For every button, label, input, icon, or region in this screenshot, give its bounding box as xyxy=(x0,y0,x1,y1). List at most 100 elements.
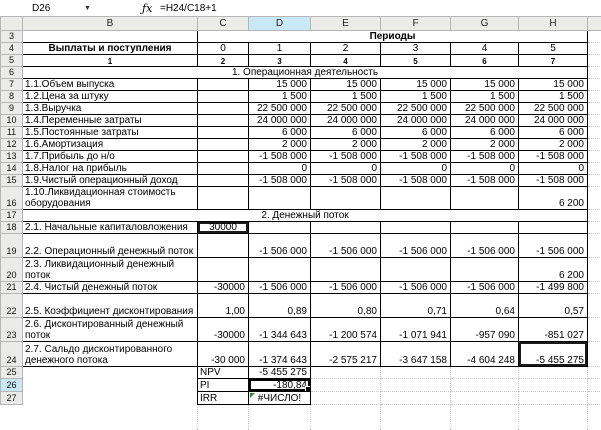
cell-G13[interactable]: -1 508 000 xyxy=(450,150,519,163)
cell-beyond-8[interactable] xyxy=(587,90,601,103)
cell-G5[interactable]: 6 xyxy=(450,54,519,67)
filler-G[interactable] xyxy=(450,404,519,430)
cell-E24[interactable]: -2 575 217 xyxy=(310,341,381,367)
cell-H18[interactable] xyxy=(518,221,588,234)
cell-B5[interactable]: 1 xyxy=(22,54,198,67)
cell-F5[interactable]: 5 xyxy=(380,54,451,67)
row-header-11[interactable]: 11 xyxy=(0,126,23,139)
cell-beyond-4[interactable] xyxy=(587,42,601,55)
merged-cell-B17-H17[interactable]: 2. Денежный поток xyxy=(22,209,588,222)
cell-C5[interactable]: 2 xyxy=(197,54,249,67)
cell-H23[interactable]: -851 027 xyxy=(518,317,588,342)
cell-C12[interactable] xyxy=(197,138,249,151)
cell-B9[interactable]: 1.3.Выручка xyxy=(22,102,198,115)
cell-E4[interactable]: 2 xyxy=(310,42,381,55)
cell-F23[interactable]: -1 071 941 xyxy=(380,317,451,342)
cell-H15[interactable]: -1 508 000 xyxy=(518,174,588,187)
cell-B15[interactable]: 1.9.Чистый операционный доход xyxy=(22,174,198,187)
cell-C18[interactable]: 30000 xyxy=(197,221,249,234)
cell-G7[interactable]: 15 000 xyxy=(450,78,519,91)
row-header-5[interactable]: 5 xyxy=(0,54,23,67)
cell-F19[interactable]: -1 506 000 xyxy=(380,233,451,258)
cell-F20[interactable] xyxy=(380,257,451,282)
cell-beyond-15[interactable] xyxy=(587,174,601,187)
cell-F8[interactable]: 1 500 xyxy=(380,90,451,103)
cell-F27[interactable] xyxy=(380,391,451,405)
cell-C20[interactable] xyxy=(197,257,249,282)
cell-beyond-6[interactable] xyxy=(587,66,601,79)
cell-E20[interactable] xyxy=(310,257,381,282)
cell-E5[interactable]: 4 xyxy=(310,54,381,67)
filler-beyond[interactable] xyxy=(587,404,601,430)
cell-D18[interactable] xyxy=(248,221,311,234)
cell-G10[interactable]: 24 000 000 xyxy=(450,114,519,127)
cell-B16[interactable]: 1.10.Ликвидационная стоимость оборудован… xyxy=(22,186,198,210)
cell-D7[interactable]: 15 000 xyxy=(248,78,311,91)
cell-E7[interactable]: 15 000 xyxy=(310,78,381,91)
cell-D5[interactable]: 3 xyxy=(248,54,311,67)
cell-B20[interactable]: 2.3. Ликвидационный денежный поток xyxy=(22,257,198,282)
filler-H[interactable] xyxy=(518,404,588,430)
column-header-E[interactable]: E xyxy=(310,16,381,31)
cell-D22[interactable]: 0,89 xyxy=(248,293,311,318)
cell-beyond-12[interactable] xyxy=(587,138,601,151)
cell-F18[interactable] xyxy=(380,221,451,234)
cell-B12[interactable]: 1.6.Амортизация xyxy=(22,138,198,151)
row-header-6[interactable]: 6 xyxy=(0,66,23,79)
cell-E14[interactable]: 0 xyxy=(310,162,381,175)
row-header-9[interactable]: 9 xyxy=(0,102,23,115)
cell-E15[interactable]: -1 508 000 xyxy=(310,174,381,187)
cell-H19[interactable]: -1 506 000 xyxy=(518,233,588,258)
row-header-4[interactable]: 4 xyxy=(0,42,23,55)
cell-C25[interactable]: NPV xyxy=(197,366,249,379)
merged-cell-C3-H3[interactable]: Периоды xyxy=(197,30,588,43)
cell-B24[interactable]: 2.7. Сальдо дисконтированного денежного … xyxy=(22,341,198,367)
cell-beyond-27[interactable] xyxy=(587,391,601,405)
cell-beyond-20[interactable] xyxy=(587,257,601,282)
cell-H24[interactable]: -5 455 275 xyxy=(518,341,588,367)
row-header-15[interactable]: 15 xyxy=(0,174,23,187)
cell-beyond-3[interactable] xyxy=(587,30,601,43)
cell-H11[interactable]: 6 000 xyxy=(518,126,588,139)
row-header-10[interactable]: 10 xyxy=(0,114,23,127)
insert-function-icon[interactable]: ƒx xyxy=(142,1,153,15)
cell-C27[interactable]: IRR xyxy=(197,391,249,405)
cell-F10[interactable]: 24 000 000 xyxy=(380,114,451,127)
cell-E11[interactable]: 6 000 xyxy=(310,126,381,139)
cell-H5[interactable]: 7 xyxy=(518,54,588,67)
cell-D23[interactable]: -1 344 643 xyxy=(248,317,311,342)
cell-F24[interactable]: -3 647 158 xyxy=(380,341,451,367)
cell-F26[interactable] xyxy=(380,378,451,392)
row-header-19[interactable]: 19 xyxy=(0,233,23,258)
cell-beyond-19[interactable] xyxy=(587,233,601,258)
cell-D16[interactable] xyxy=(248,186,311,210)
cell-B19[interactable]: 2.2. Операционный денежный поток xyxy=(22,233,198,258)
cell-H10[interactable]: 24 000 000 xyxy=(518,114,588,127)
cell-G22[interactable]: 0,64 xyxy=(450,293,519,318)
row-header-18[interactable]: 18 xyxy=(0,221,23,234)
cell-beyond-16[interactable] xyxy=(587,186,601,210)
name-box[interactable]: D26 xyxy=(32,2,51,14)
cell-C19[interactable] xyxy=(197,233,249,258)
column-header-D[interactable]: D xyxy=(248,16,311,31)
cell-H27[interactable] xyxy=(518,391,588,405)
cell-B27[interactable] xyxy=(22,391,198,405)
column-header-B[interactable]: B xyxy=(22,16,198,31)
cell-F12[interactable]: 2 000 xyxy=(380,138,451,151)
cell-beyond-23[interactable] xyxy=(587,317,601,342)
cell-E10[interactable]: 24 000 000 xyxy=(310,114,381,127)
cell-H8[interactable]: 1 500 xyxy=(518,90,588,103)
cell-beyond-21[interactable] xyxy=(587,281,601,294)
filler-B[interactable] xyxy=(22,404,198,430)
row-header-27[interactable]: 27 xyxy=(0,391,23,405)
cell-D11[interactable]: 6 000 xyxy=(248,126,311,139)
cell-C23[interactable]: -30000 xyxy=(197,317,249,342)
cell-H16[interactable]: 6 200 xyxy=(518,186,588,210)
cell-E12[interactable]: 2 000 xyxy=(310,138,381,151)
cell-C15[interactable] xyxy=(197,174,249,187)
column-header-F[interactable]: F xyxy=(380,16,451,31)
cell-D13[interactable]: -1 508 000 xyxy=(248,150,311,163)
cell-beyond-25[interactable] xyxy=(587,366,601,379)
cell-G11[interactable]: 6 000 xyxy=(450,126,519,139)
cell-C22[interactable]: 1,00 xyxy=(197,293,249,318)
